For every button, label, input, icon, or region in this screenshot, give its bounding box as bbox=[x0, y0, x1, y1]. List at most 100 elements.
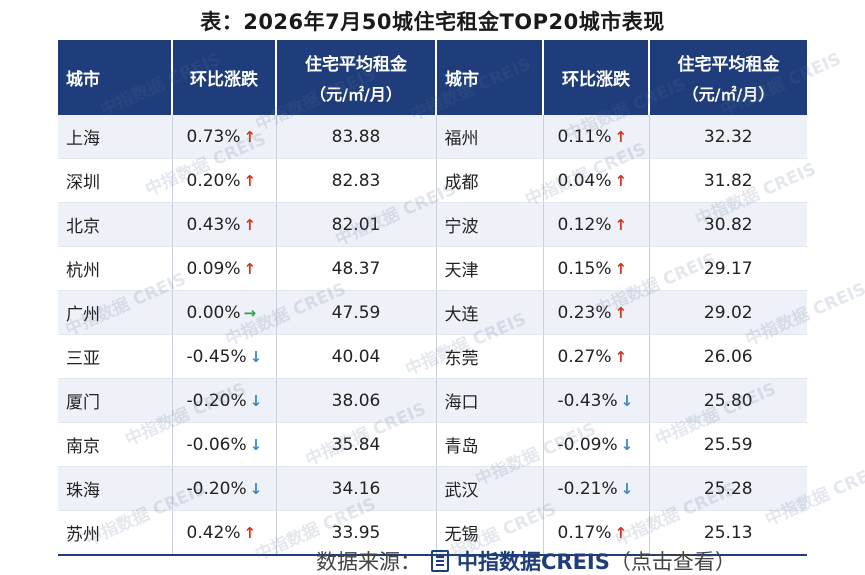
arrow-up-icon: ↑ bbox=[614, 171, 628, 190]
rent-cell: 38.06 bbox=[276, 378, 437, 423]
change-cell-text: 0.11% bbox=[557, 126, 612, 147]
arrow-up-icon: ↑ bbox=[243, 523, 257, 542]
city-cell: 无锡 bbox=[436, 510, 544, 556]
city-cell-text: 宁波 bbox=[444, 217, 479, 237]
city-cell: 深圳 bbox=[58, 158, 173, 203]
city-cell: 大连 bbox=[436, 290, 544, 335]
header-rent-left: 住宅平均租金 （元/㎡/月） bbox=[276, 40, 437, 115]
rent-cell-text: 83.88 bbox=[331, 126, 381, 147]
table-row: 南京 -0.06% ↓ 35.84 青岛 -0.09% ↓ 25.59 bbox=[58, 422, 807, 467]
change-cell: 0.09% ↑ bbox=[172, 246, 277, 291]
city-cell: 成都 bbox=[436, 158, 544, 203]
arrow-down-icon: ↓ bbox=[249, 479, 263, 498]
city-cell-text: 无锡 bbox=[444, 525, 479, 545]
arrow-up-icon: ↑ bbox=[614, 215, 628, 234]
change-cell: 0.20% ↑ bbox=[172, 158, 277, 203]
table-row: 深圳 0.20% ↑ 82.83 成都 0.04% ↑ 31.82 bbox=[58, 158, 807, 203]
rent-cell: 25.13 bbox=[649, 510, 807, 556]
rent-cell-text: 47.59 bbox=[331, 302, 381, 323]
arrow-up-icon: ↑ bbox=[243, 127, 257, 146]
rent-cell: 25.80 bbox=[649, 378, 807, 423]
rent-cell-text: 34.16 bbox=[331, 478, 381, 499]
rent-cell-text: 25.28 bbox=[703, 478, 753, 499]
city-cell-text: 北京 bbox=[66, 217, 100, 237]
rent-cell-text: 40.04 bbox=[331, 346, 381, 367]
city-cell: 三亚 bbox=[58, 334, 173, 379]
table-body: 上海 0.73% ↑ 83.88 福州 0.11% ↑ 32.32 深圳 0.20% ↑ 82.83 成… bbox=[58, 115, 807, 556]
rent-cell: 83.88 bbox=[276, 115, 437, 159]
table-title: 表：2026年7月50城住宅租金TOP20城市表现 bbox=[200, 10, 665, 34]
table-row: 苏州 0.42% ↑ 33.95 无锡 0.17% ↑ 25.13 bbox=[58, 510, 807, 556]
header-rent-right: 住宅平均租金 （元/㎡/月） bbox=[649, 40, 807, 115]
city-cell: 广州 bbox=[58, 290, 173, 335]
city-cell-text: 海口 bbox=[444, 393, 479, 413]
city-cell: 海口 bbox=[436, 378, 544, 423]
change-cell: 0.12% ↑ bbox=[543, 202, 650, 247]
city-cell: 南京 bbox=[58, 422, 173, 467]
rent-cell: 31.82 bbox=[649, 158, 807, 203]
table-row: 三亚 -0.45% ↓ 40.04 东莞 0.27% ↑ 26.06 bbox=[58, 334, 807, 379]
city-cell-text: 珠海 bbox=[66, 481, 100, 501]
arrow-up-icon: ↑ bbox=[243, 171, 257, 190]
table-row: 北京 0.43% ↑ 82.01 宁波 0.12% ↑ 30.82 bbox=[58, 202, 807, 247]
change-cell: 0.43% ↑ bbox=[172, 202, 277, 247]
table-row: 厦门 -0.20% ↓ 38.06 海口 -0.43% ↓ 25.80 bbox=[58, 378, 807, 423]
rent-cell: 33.95 bbox=[276, 510, 437, 556]
rent-cell-text: 26.06 bbox=[703, 346, 753, 367]
table-row: 杭州 0.09% ↑ 48.37 天津 0.15% ↑ 29.17 bbox=[58, 246, 807, 291]
rent-table: 城市 环比涨跌 住宅平均租金 （元/㎡/月） 城市 环比涨跌 住宅平均租金 （元… bbox=[58, 40, 807, 556]
arrow-up-icon: ↑ bbox=[614, 259, 628, 278]
rent-cell: 30.82 bbox=[649, 202, 807, 247]
change-cell: 0.27% ↑ bbox=[543, 334, 650, 379]
rent-cell: 29.17 bbox=[649, 246, 807, 291]
source-brand-link[interactable]: 中指数据CREIS bbox=[457, 550, 610, 574]
change-cell-text: 0.04% bbox=[557, 170, 612, 191]
rent-cell: 82.83 bbox=[276, 158, 437, 203]
rent-cell: 25.59 bbox=[649, 422, 807, 467]
rent-cell-text: 30.82 bbox=[703, 214, 753, 235]
change-cell-text: 0.00% bbox=[186, 302, 241, 323]
arrow-down-icon: ↓ bbox=[249, 391, 263, 410]
city-cell-text: 武汉 bbox=[444, 481, 479, 501]
rent-cell: 34.16 bbox=[276, 466, 437, 511]
change-cell-text: 0.42% bbox=[186, 522, 241, 543]
rent-cell-text: 82.83 bbox=[331, 170, 381, 191]
city-cell-text: 上海 bbox=[66, 129, 100, 149]
change-cell-text: 0.17% bbox=[557, 522, 612, 543]
table-row: 珠海 -0.20% ↓ 34.16 武汉 -0.21% ↓ 25.28 bbox=[58, 466, 807, 511]
arrow-up-icon: ↑ bbox=[614, 127, 628, 146]
rent-cell-text: 35.84 bbox=[331, 434, 381, 455]
rent-cell: 82.01 bbox=[276, 202, 437, 247]
rent-cell-text: 29.02 bbox=[703, 302, 753, 323]
arrow-flat-icon: → bbox=[243, 303, 257, 322]
rent-cell: 32.32 bbox=[649, 115, 807, 159]
rent-cell: 48.37 bbox=[276, 246, 437, 291]
arrow-up-icon: ↑ bbox=[243, 215, 257, 234]
city-cell: 上海 bbox=[58, 115, 173, 159]
arrow-down-icon: ↓ bbox=[249, 435, 263, 454]
change-cell: 0.73% ↑ bbox=[172, 115, 277, 159]
rent-cell-text: 25.80 bbox=[703, 390, 753, 411]
rent-cell-text: 48.37 bbox=[331, 258, 381, 279]
rent-cell: 29.02 bbox=[649, 290, 807, 335]
change-cell-text: 0.27% bbox=[557, 346, 612, 367]
header-rent-line1: 住宅平均租金 bbox=[677, 55, 780, 75]
change-cell: 0.15% ↑ bbox=[543, 246, 650, 291]
change-cell-text: 0.43% bbox=[186, 214, 241, 235]
change-cell-text: 0.20% bbox=[186, 170, 241, 191]
rent-cell: 40.04 bbox=[276, 334, 437, 379]
city-cell-text: 苏州 bbox=[66, 525, 100, 545]
city-cell-text: 天津 bbox=[444, 261, 479, 281]
header-rent-line1: 住宅平均租金 bbox=[305, 55, 407, 75]
change-cell-text: -0.43% bbox=[557, 390, 618, 411]
header-change-right: 环比涨跌 bbox=[543, 40, 650, 115]
city-cell: 北京 bbox=[58, 202, 173, 247]
change-cell-text: 0.15% bbox=[557, 258, 612, 279]
city-cell: 东莞 bbox=[436, 334, 544, 379]
source-click-hint[interactable]: （点击查看） bbox=[609, 550, 736, 574]
change-cell-text: -0.20% bbox=[186, 478, 247, 499]
change-cell-text: 0.12% bbox=[557, 214, 612, 235]
city-cell: 苏州 bbox=[58, 510, 173, 556]
rent-cell: 47.59 bbox=[276, 290, 437, 335]
header-rent-unit: （元/㎡/月） bbox=[682, 85, 775, 104]
